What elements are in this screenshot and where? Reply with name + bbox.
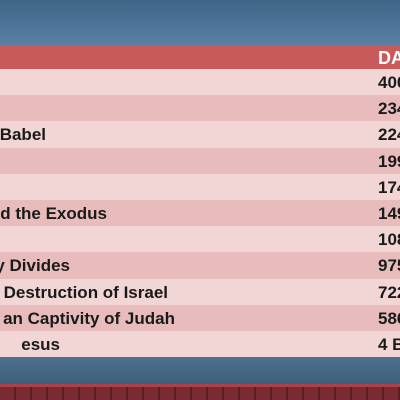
- table-body: 4004 2348 Babel 2246 1996 1745 d the Exodus 149…: [0, 69, 400, 358]
- table-row: 1745: [0, 173, 400, 200]
- date-cell: 2348: [378, 99, 400, 119]
- date-cell: 1497: [378, 203, 400, 223]
- event-cell: an Captivity of Judah: [3, 308, 175, 328]
- event-cell: Babel: [0, 125, 46, 145]
- table-header: DA: [0, 45, 400, 69]
- date-column-header: DA: [378, 48, 400, 68]
- table-row: 2348: [0, 95, 400, 122]
- date-cell: 586: [378, 308, 400, 328]
- pier-rail: [0, 384, 400, 387]
- table-row: an Captivity of Judah 586: [0, 304, 400, 331]
- event-cell: y Divides: [0, 256, 70, 276]
- date-cell: 1745: [378, 177, 400, 197]
- date-cell: 1085: [378, 230, 400, 250]
- date-cell: 2246: [378, 125, 400, 145]
- table-row: Destruction of Israel 722: [0, 278, 400, 305]
- timeline-table: DA 40042348Babel224619961745d the Exodus…: [0, 45, 400, 358]
- table-row: d the Exodus 1497: [0, 199, 400, 227]
- table-row: esus 4 B: [0, 330, 400, 358]
- sea-background: [0, 358, 400, 384]
- table-row: 1085: [0, 226, 400, 253]
- table-row: 4004: [0, 69, 400, 96]
- table-row: Babel 2246: [0, 121, 400, 148]
- date-cell: 975: [378, 256, 400, 276]
- table-row: 1996: [0, 147, 400, 174]
- date-cell: 722: [378, 282, 400, 302]
- date-cell: 4004: [378, 73, 400, 92]
- sky-background: [0, 0, 400, 48]
- pier-deck: [0, 384, 400, 400]
- table-row: y Divides 975: [0, 252, 400, 279]
- date-cell: 1996: [378, 151, 400, 171]
- event-cell: esus: [21, 334, 60, 354]
- event-cell: Destruction of Israel: [3, 282, 168, 302]
- event-cell: d the Exodus: [0, 203, 107, 223]
- date-cell: 4 B: [378, 334, 400, 354]
